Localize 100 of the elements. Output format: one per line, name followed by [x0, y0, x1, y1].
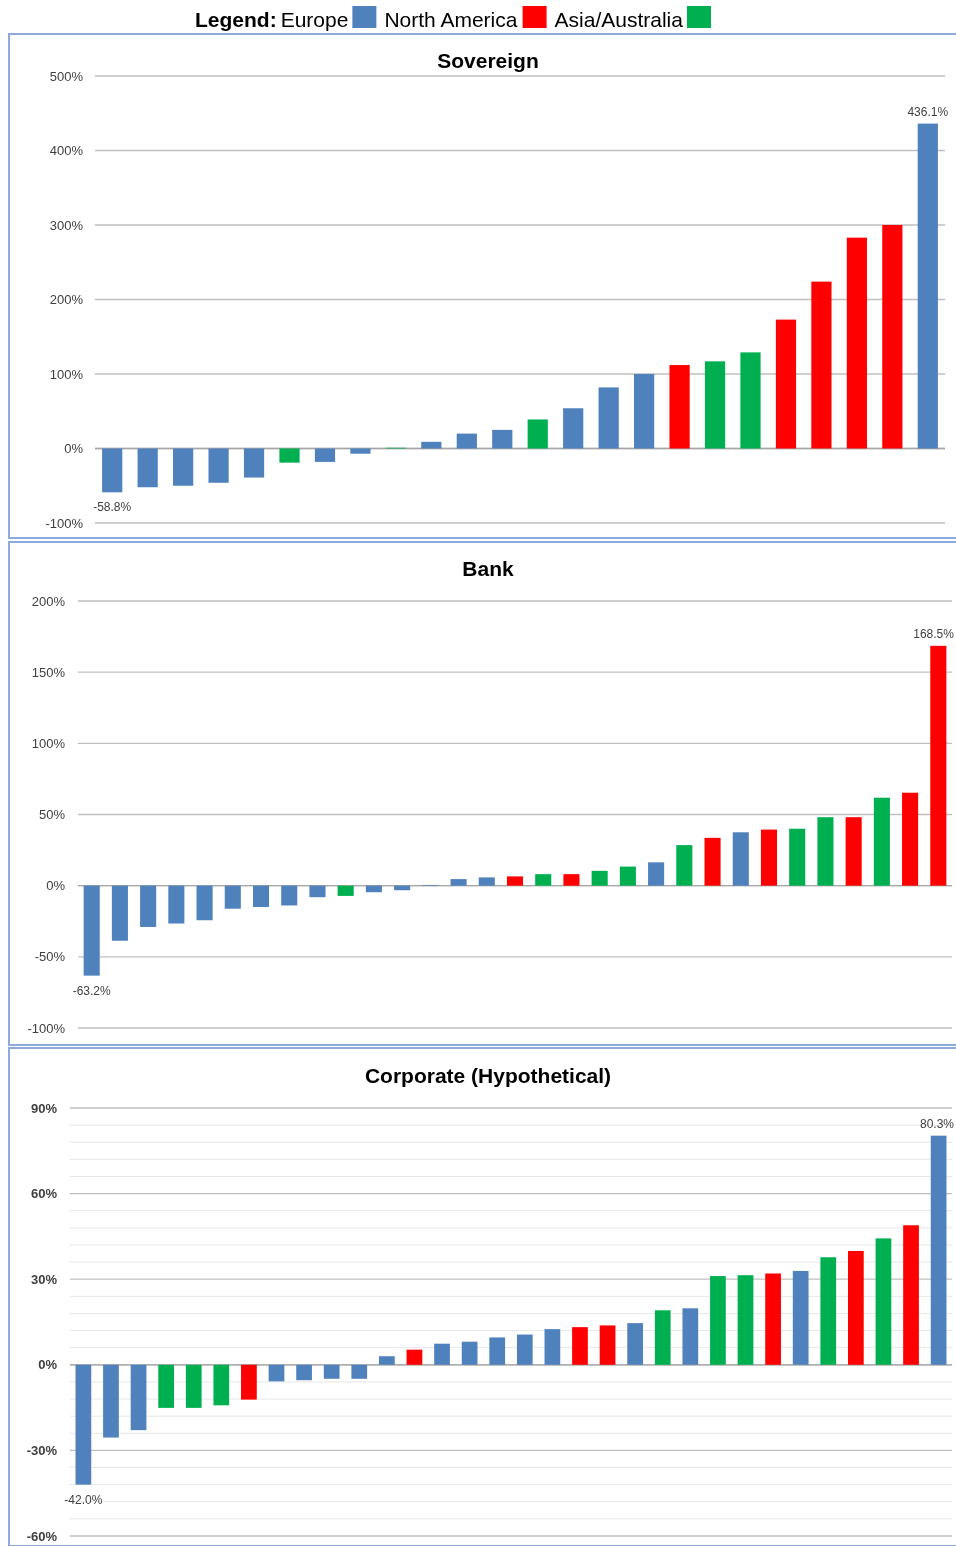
- bar: [598, 387, 619, 449]
- y-tick-label: 0%: [64, 441, 84, 457]
- bar: [158, 1364, 175, 1408]
- bar: [337, 885, 354, 896]
- bar: [704, 361, 726, 449]
- y-tick-label: -50%: [34, 949, 66, 965]
- bar: [314, 448, 336, 462]
- y-tick-label: 500%: [49, 68, 84, 84]
- data-label: -42.0%: [64, 1492, 103, 1507]
- bar: [732, 832, 749, 886]
- y-tick-label: 0%: [46, 878, 66, 894]
- data-label: 436.1%: [907, 104, 949, 119]
- bar: [676, 845, 693, 886]
- bar: [765, 1273, 781, 1365]
- bar: [489, 1337, 506, 1365]
- chart-title: Corporate (Hypothetical): [364, 1064, 612, 1087]
- bar: [434, 1343, 450, 1365]
- y-tick-label: 60%: [30, 1186, 58, 1202]
- bar: [845, 817, 862, 886]
- chart-title: Bank: [462, 557, 514, 580]
- bar: [213, 1364, 230, 1406]
- y-tick-label: 300%: [49, 217, 84, 233]
- y-tick-label: -30%: [26, 1442, 58, 1458]
- bar: [406, 1349, 423, 1365]
- bar: [111, 885, 128, 941]
- bar: [351, 1364, 368, 1379]
- data-label: 168.5%: [913, 626, 955, 641]
- bar: [682, 1308, 699, 1365]
- y-tick-label: -100%: [27, 1020, 66, 1036]
- bar: [648, 862, 665, 886]
- bar: [875, 1238, 892, 1365]
- bar: [309, 885, 326, 898]
- bar: [917, 123, 938, 449]
- legend-label: Europe: [280, 8, 349, 31]
- bar: [563, 874, 580, 886]
- bar: [478, 877, 495, 886]
- bar: [817, 817, 834, 886]
- bar: [669, 365, 690, 449]
- bar: [140, 885, 157, 927]
- bar: [208, 448, 229, 483]
- y-tick-label: -60%: [26, 1528, 58, 1544]
- bar: [185, 1364, 202, 1408]
- bar: [599, 1325, 616, 1365]
- bar: [740, 352, 761, 449]
- bar: [196, 885, 213, 921]
- bar: [760, 829, 778, 886]
- bar: [535, 874, 552, 886]
- bar: [902, 792, 919, 886]
- y-tick-label: 100%: [31, 735, 66, 751]
- bar: [820, 1257, 837, 1365]
- bar: [789, 828, 806, 886]
- legend-title: Legend:: [195, 8, 277, 31]
- bar: [792, 1270, 809, 1365]
- bar: [737, 1275, 754, 1365]
- bar: [173, 448, 194, 486]
- y-tick-label: 90%: [30, 1100, 58, 1116]
- bar: [572, 1327, 588, 1365]
- bar: [516, 1334, 533, 1365]
- y-tick-label: 50%: [38, 807, 66, 823]
- bar: [102, 448, 123, 493]
- bar: [450, 879, 467, 886]
- bar: [281, 885, 298, 906]
- bar: [378, 1356, 395, 1365]
- bar: [130, 1364, 147, 1431]
- bar: [421, 441, 442, 449]
- bar: [930, 645, 947, 886]
- y-tick-label: 0%: [38, 1357, 58, 1373]
- y-tick-label: 30%: [30, 1271, 58, 1287]
- bar: [654, 1310, 671, 1365]
- bar: [847, 1250, 864, 1365]
- y-tick-label: 200%: [31, 593, 66, 609]
- legend-label: Asia/Australia: [554, 8, 684, 31]
- y-tick-label: -100%: [45, 515, 84, 531]
- bar: [279, 448, 300, 463]
- bar: [527, 419, 548, 449]
- y-tick-label: 150%: [31, 664, 66, 680]
- bar: [627, 1323, 644, 1365]
- bar: [811, 281, 832, 449]
- bar: [323, 1364, 340, 1379]
- bar: [241, 1364, 257, 1400]
- bar: [75, 1364, 92, 1485]
- bar: [506, 876, 524, 886]
- legend-label: North America: [384, 8, 518, 31]
- bar: [168, 885, 185, 924]
- bar: [224, 885, 241, 909]
- bar: [296, 1364, 312, 1381]
- bar: [243, 448, 265, 478]
- bar: [634, 374, 655, 449]
- y-tick-label: 100%: [49, 366, 84, 382]
- bar: [544, 1329, 561, 1365]
- data-label: -58.8%: [93, 500, 132, 515]
- bar: [882, 225, 903, 449]
- bar: [365, 885, 382, 893]
- bar: [704, 837, 721, 886]
- bar: [492, 429, 513, 449]
- bar: [903, 1225, 919, 1365]
- bar: [103, 1364, 119, 1438]
- bar: [456, 433, 477, 449]
- bar: [137, 448, 158, 488]
- bar: [461, 1341, 478, 1365]
